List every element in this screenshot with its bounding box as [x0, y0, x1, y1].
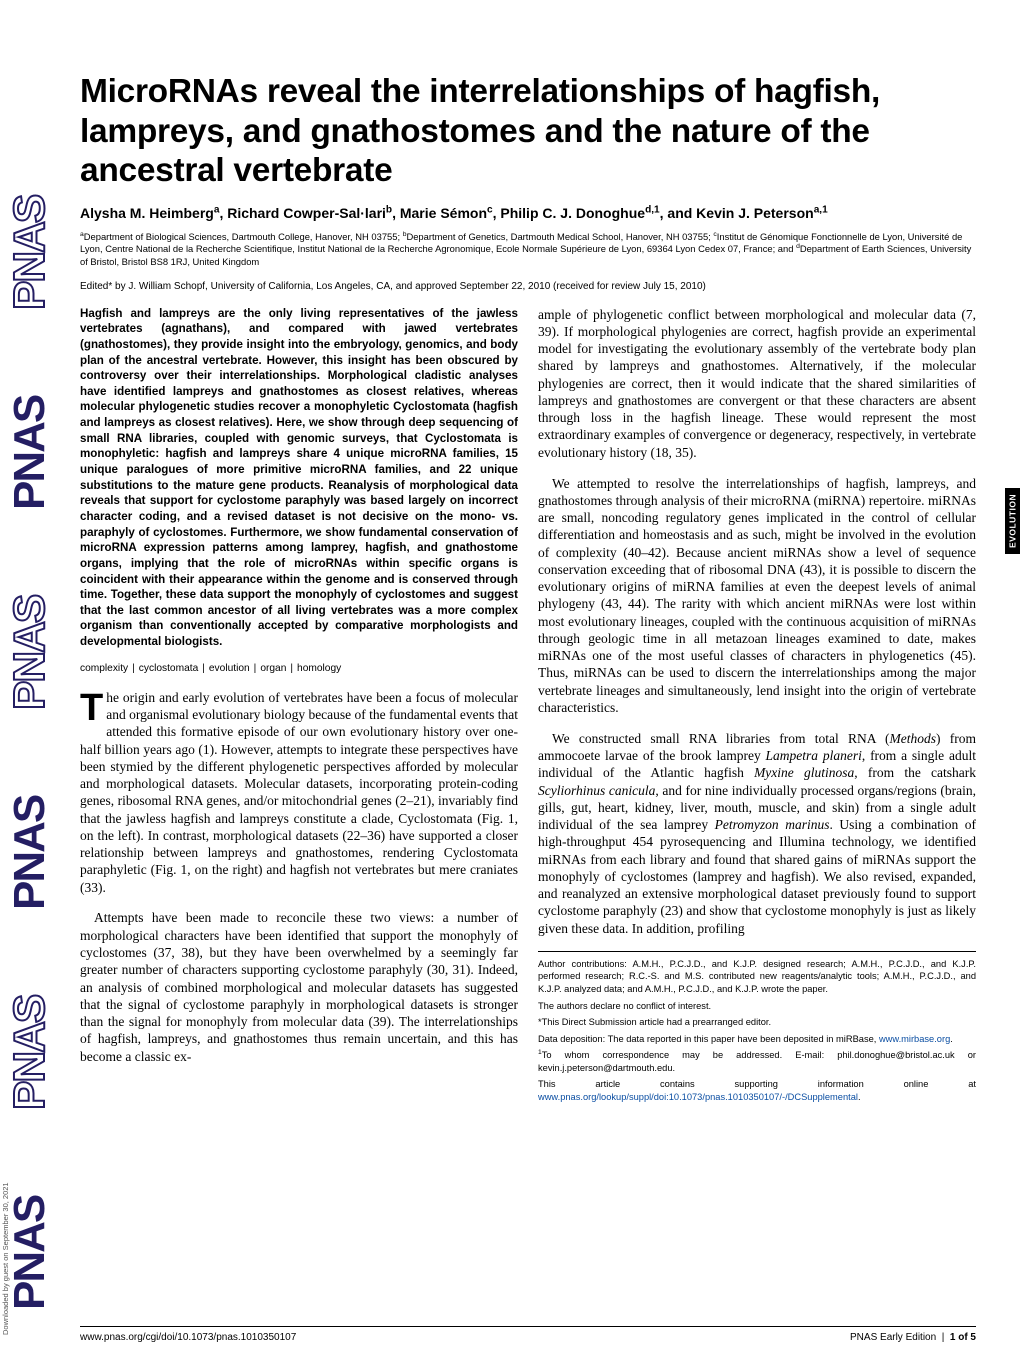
keyword: complexity	[80, 663, 128, 674]
fn-editor: *This Direct Submission article had a pr…	[538, 1016, 976, 1029]
dropcap: T	[80, 689, 106, 724]
body-para-3: ample of phylogenetic conflict between m…	[538, 306, 976, 461]
abstract: Hagfish and lampreys are the only living…	[80, 306, 518, 650]
footer-doi: www.pnas.org/cgi/doi/10.1073/pnas.101035…	[80, 1332, 296, 1343]
body-para-1-text: he origin and early evolution of vertebr…	[80, 690, 518, 895]
pnas-mark-3: PNAS	[8, 796, 52, 910]
body-para-4: We attempted to resolve the interrelatio…	[538, 475, 976, 717]
article-title: MicroRNAs reveal the interrelationships …	[80, 72, 976, 191]
author-line: Alysha M. Heimberga, Richard Cowper-Sal·…	[80, 205, 976, 221]
keyword: homology	[297, 663, 341, 674]
two-column-body: Hagfish and lampreys are the only living…	[80, 306, 976, 1104]
pnas-mark-6: PNAS	[8, 196, 52, 310]
fn-supporting-info: This article contains supporting informa…	[538, 1078, 976, 1103]
download-note: Downloaded by guest on September 30, 202…	[1, 1182, 10, 1335]
running-footer: www.pnas.org/cgi/doi/10.1073/pnas.101035…	[80, 1326, 976, 1343]
body-para-1: The origin and early evolution of verteb…	[80, 689, 518, 896]
pnas-mark-4: PNAS	[8, 596, 52, 710]
fn-coi: The authors declare no conflict of inter…	[538, 1000, 976, 1013]
body-para-5: We constructed small RNA libraries from …	[538, 730, 976, 937]
pnas-mark-1: PNAS	[8, 1196, 52, 1310]
fn-author-contrib: Author contributions: A.M.H., P.C.J.D., …	[538, 958, 976, 996]
keywords: complexity|cyclostomata|evolution|organ|…	[80, 662, 518, 675]
keyword: organ	[260, 663, 286, 674]
body-para-2: Attempts have been made to reconcile the…	[80, 909, 518, 1064]
pnas-watermark: PNAS PNAS PNAS PNAS PNAS PNAS	[8, 60, 66, 1320]
footnote-rule	[538, 951, 976, 952]
footnotes: Author contributions: A.M.H., P.C.J.D., …	[538, 958, 976, 1103]
fn-data-deposition: Data deposition: The data reported in th…	[538, 1033, 976, 1046]
section-tab-evolution: EVOLUTION	[1005, 488, 1020, 554]
pnas-mark-5: PNAS	[8, 396, 52, 510]
fn-correspondence: 1To whom correspondence may be addressed…	[538, 1049, 976, 1074]
footer-page-number: PNAS Early Edition | 1 of 5	[850, 1332, 976, 1343]
keyword: cyclostomata	[139, 663, 198, 674]
edited-by-line: Edited* by J. William Schopf, University…	[80, 281, 976, 292]
article-content: MicroRNAs reveal the interrelationships …	[80, 72, 976, 1103]
affiliations: aDepartment of Biological Sciences, Dart…	[80, 231, 976, 269]
pnas-mark-2: PNAS	[8, 996, 52, 1110]
keyword: evolution	[209, 663, 250, 674]
